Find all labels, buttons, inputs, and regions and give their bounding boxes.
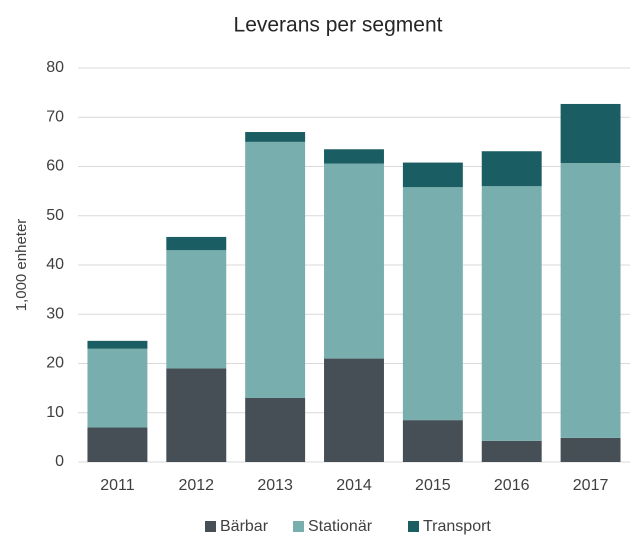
legend-swatch — [408, 521, 419, 532]
y-tick-label: 60 — [46, 158, 64, 175]
x-tick-label: 2012 — [178, 477, 214, 494]
x-tick-label: 2017 — [573, 477, 609, 494]
legend-swatch — [205, 521, 216, 532]
bar-segment — [324, 149, 384, 164]
legend-label: Bärbar — [220, 518, 269, 535]
legend-label: Transport — [423, 518, 491, 535]
bar-segment — [87, 427, 148, 462]
x-tick-label: 2015 — [415, 477, 451, 494]
chart-title: Leverans per segment — [234, 14, 443, 37]
bar-segment — [402, 420, 463, 462]
bar-segment — [560, 163, 621, 438]
legend-swatch — [293, 521, 304, 532]
y-tick-label: 50 — [46, 207, 64, 224]
bar-segment — [402, 162, 463, 188]
y-tick-label: 40 — [46, 256, 64, 273]
y-tick-label: 0 — [55, 453, 64, 470]
y-tick-label: 30 — [46, 305, 64, 322]
y-axis-label: 1,000 enheter — [13, 219, 30, 312]
bar-segment — [166, 368, 227, 462]
bar-segment — [87, 348, 148, 428]
y-tick-label: 80 — [46, 59, 64, 76]
y-tick-label: 10 — [46, 404, 64, 421]
x-tick-label: 2014 — [336, 477, 372, 494]
bar-segment — [245, 141, 306, 398]
bar-segment — [481, 151, 542, 187]
legend-label: Stationär — [308, 518, 373, 535]
bar-segment — [402, 187, 463, 421]
bar-segment — [481, 440, 542, 462]
bar-segment — [324, 163, 384, 359]
y-tick-label: 70 — [46, 108, 64, 125]
x-tick-label: 2011 — [100, 477, 135, 494]
bar-segment — [481, 186, 542, 441]
bar-segment — [87, 340, 148, 349]
bar-segment — [560, 103, 621, 164]
bar-segment — [324, 358, 384, 462]
bar-segment — [166, 236, 227, 251]
bar-segment — [560, 437, 621, 462]
x-tick-label: 2016 — [494, 477, 530, 494]
x-tick-label: 2013 — [257, 477, 293, 494]
bar-segment — [166, 250, 227, 369]
bar-segment — [245, 132, 306, 142]
bar-segment — [245, 397, 306, 462]
y-tick-label: 20 — [46, 355, 64, 372]
